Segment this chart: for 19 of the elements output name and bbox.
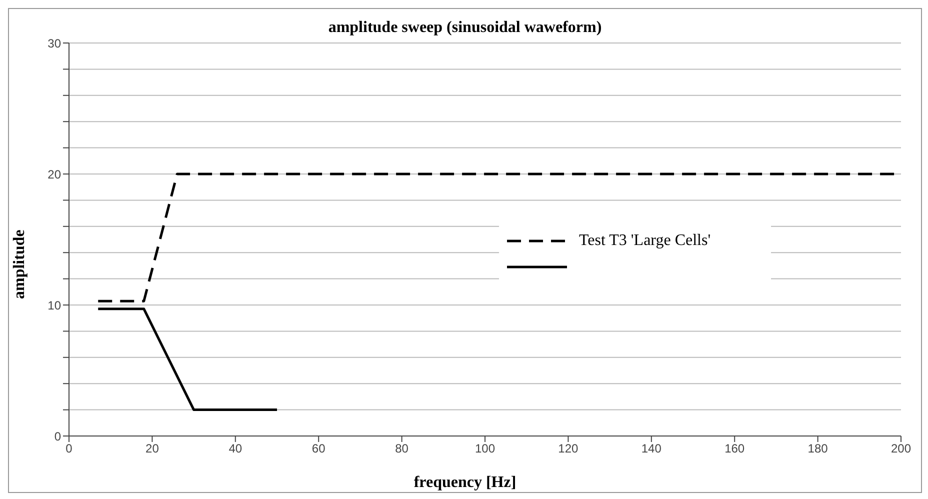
y-axis-title: amplitude (11, 230, 29, 299)
y-tick-label: 0 (54, 429, 62, 444)
x-tick-label: 200 (890, 442, 912, 456)
x-tick-label: 160 (724, 442, 745, 456)
x-tick-label: 0 (66, 442, 73, 456)
legend-label: Test T3 'Large Cells' (579, 232, 711, 250)
x-tick-label: 80 (395, 442, 409, 456)
x-tick-label: 100 (474, 442, 496, 456)
x-tick-label: 20 (146, 442, 160, 456)
x-axis-title: frequency [Hz] (412, 474, 518, 492)
x-tick-label: 40 (228, 442, 242, 456)
y-tick-label: 20 (48, 167, 62, 182)
x-tick-label: 60 (312, 442, 326, 456)
x-tick-label: 180 (808, 442, 828, 456)
y-tick-label: 30 (48, 36, 62, 50)
x-tick-label: 120 (558, 442, 579, 456)
y-tick-label: 10 (48, 298, 62, 312)
chart-title: amplitude sweep (sinusoidal waweform) (327, 19, 603, 37)
x-tick-label: 140 (641, 442, 662, 456)
